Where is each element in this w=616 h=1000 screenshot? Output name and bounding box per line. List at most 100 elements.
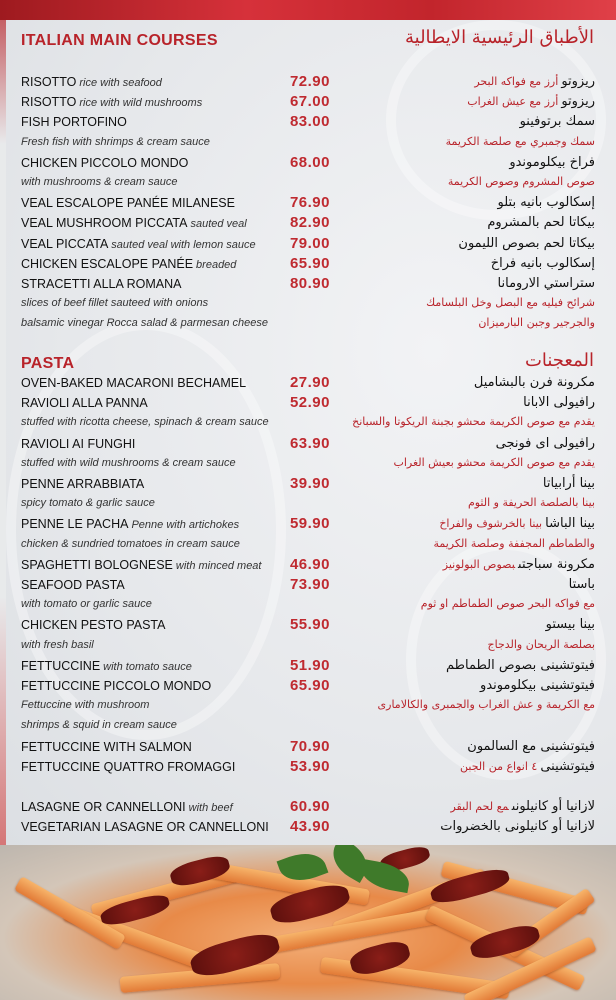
menu-item: RAVIOLI AI FUNGHI 63.90 رافيولى اى فونجى (0, 435, 616, 455)
item-name: CHICKEN PICCOLO MONDO (21, 155, 189, 170)
item-english: SEAFOOD PASTA (21, 578, 125, 592)
item-description-arabic: صوص المشروم وصوص الكريمة (447, 175, 595, 188)
item-name-arabic: بينا أرابياتا (542, 476, 595, 491)
item-arabic: سمك برتوفينو (520, 114, 595, 129)
item-description-arabic: ٤ انواع من الجبن (460, 759, 538, 773)
item-name: VEAL PICCATA (21, 236, 109, 251)
item-description: breaded (196, 258, 237, 271)
item-english: STRACETTI ALLA ROMANA (21, 277, 181, 291)
item-description-arabic: والجرجير وجبن البارميزان (478, 316, 595, 330)
item-description-arabic: مع فواكه البحر صوص الطماطم او ثوم (420, 597, 595, 611)
item-name-arabic: لازانيا أو كانيلونى بالخضروات (440, 819, 595, 835)
item-description-arabic: والطماطم المجففة وصلصة الكريمة (433, 536, 595, 550)
item-name: VEAL MUSHROOM PICCATA (21, 216, 188, 231)
item-arabic: بينا أرابياتا (543, 476, 595, 491)
item-name-arabic: بينا الباشا (545, 516, 595, 532)
menu-item: CHICKEN ESCALOPE PANÉE breaded 65.90 إسكالو… (0, 255, 616, 275)
item-name-arabic: لازانيا أو كانيلونى (511, 799, 595, 815)
item-description-arabic: يقدم مع صوص الكريمة محشو بجبنة الريكوتا … (352, 415, 595, 429)
menu-item: SEAFOOD PASTA 73.90 باستا (0, 576, 616, 596)
item-description: stuffed with wild mushrooms & cream sauc… (21, 456, 236, 469)
menu-item: PENNE LE PACHA Penne with artichokes 59.90… (0, 515, 616, 535)
section-heading: PASTA (21, 355, 75, 372)
item-english: FETTUCCINE with tomato sauce (21, 659, 192, 673)
item-description: with minced meat (175, 559, 262, 572)
menu-item-description: with fresh basil بصلصة الريحان والدجاج (0, 637, 616, 657)
item-name: SEAFOOD PASTA (21, 578, 125, 592)
item-arabic: بيكاتا لحم بصوص الليمون (458, 236, 595, 251)
item-description-arabic: أرز مع فواكه البحر (474, 75, 559, 88)
item-description: sauted veal (190, 218, 247, 231)
item-arabic: رافيولى اى فونجى (496, 436, 595, 451)
item-price: 59.90 (289, 515, 330, 533)
item-english: VEAL MUSHROOM PICCATA sauted veal (21, 216, 247, 230)
item-name: FETTUCCINE PICCOLO MONDO (21, 679, 212, 693)
item-price: 52.90 (289, 394, 330, 412)
item-price: 65.90 (289, 254, 330, 272)
item-english: RAVIOLI AI FUNGHI (21, 437, 135, 451)
item-arabic: لازانيا أو كانيلونىمع لحم البقر (450, 799, 595, 814)
decorative-swirl (406, 540, 606, 780)
menu-item-description: shrimps & squid in cream sauce (0, 717, 616, 737)
item-name: FISH PORTOFINO (21, 115, 127, 130)
item-description: with tomato sauce (103, 660, 192, 673)
item-description-arabic: بينا بالصلصة الحريفة و الثوم (467, 496, 595, 510)
item-description: shrimps & squid in cream sauce (21, 719, 177, 732)
item-price: 63.90 (289, 434, 330, 452)
item-description: Fresh fish with shrimps & cream sauce (21, 135, 210, 148)
item-description: chicken & sundried tomatoes in cream sau… (21, 537, 240, 550)
item-english: FISH PORTOFINO (21, 115, 127, 129)
item-description: rice with wild mushrooms (79, 97, 203, 110)
menu-item: VEGETARIAN LASAGNE OR CANNELLONI 43.90 لاز… (0, 818, 616, 838)
item-english: PENNE LE PACHA Penne with artichokes (21, 517, 239, 531)
top-red-band (0, 0, 616, 20)
item-english: VEGETARIAN LASAGNE OR CANNELLONI (21, 820, 269, 834)
pasta-dish-photo (0, 845, 616, 1000)
item-arabic: ريزوتوأرز مع فواكه البحر (474, 74, 595, 89)
item-english: CHICKEN PICCOLO MONDO (21, 156, 188, 170)
menu-item: RAVIOLI ALLA PANNA 52.90 رافيولى الابانا (0, 394, 616, 414)
item-english: FETTUCCINE WITH SALMON (21, 740, 192, 754)
item-name: VEGETARIAN LASAGNE OR CANNELLONI (21, 820, 269, 835)
item-price: 39.90 (289, 475, 330, 492)
menu-item: LASAGNE OR CANNELLONI with beef 60.90 لازان… (0, 798, 616, 818)
menu-item: FETTUCCINE PICCOLO MONDO 65.90 فيتوتشينى ب… (0, 677, 616, 697)
menu-item: RISOTTO rice with seafood 72.90 ريزوتوأرز م… (0, 73, 616, 93)
item-arabic: فيتوتشينى بيكلوموندو (480, 678, 595, 693)
item-name-arabic: فيتوتشينى (540, 758, 595, 774)
item-description: spicy tomato & garlic sauce (21, 497, 155, 510)
decorative-swirl (6, 320, 286, 740)
item-name-arabic: ريزوتو (561, 94, 595, 110)
item-english: PENNE ARRABBIATA (21, 477, 144, 491)
item-price: 73.90 (289, 576, 330, 593)
menu-item-description: Fresh fish with shrimps & cream sauce سمك… (0, 134, 616, 154)
menu-item: FETTUCCINE WITH SALMON 70.90 فيتوتشينى مع … (0, 738, 616, 758)
item-name-arabic: فيتوتشينى بصوص الطماطم (446, 657, 595, 673)
item-name: RAVIOLI ALLA PANNA (21, 396, 148, 411)
item-name-arabic: فراخ بيكلوموندو (509, 154, 595, 170)
item-description-arabic: شرائح فيليه مع البصل وخل البلسامك (426, 296, 595, 310)
menu-item: CHICKEN PICCOLO MONDO 68.00 فراخ بيكلوموند… (0, 154, 616, 174)
item-name: PENNE LE PACHA (21, 517, 129, 532)
item-description: with mushrooms & cream sauce (21, 176, 178, 188)
menu-item: RISOTTO rice with wild mushrooms 67.00 ريزو… (0, 93, 616, 113)
item-arabic: ستراستي الارومانا (498, 276, 595, 291)
item-name-arabic: رافيولى اى فونجى (495, 435, 595, 451)
item-description-arabic: بصلصة الريحان والدجاج (487, 637, 596, 651)
item-description: slices of beef fillet sauteed with onion… (21, 297, 209, 310)
item-description-arabic: بينا بالخرشوف والفراخ (439, 517, 543, 531)
item-price: 60.90 (289, 798, 330, 816)
item-name: VEAL ESCALOPE PANÉE MILANESE (21, 196, 235, 211)
item-price: 80.90 (289, 275, 330, 292)
item-arabic: رافيولى الابانا (523, 395, 595, 410)
item-name-arabic: بيكاتا لحم بصوص الليمون (458, 235, 595, 251)
item-price: 27.90 (289, 374, 330, 391)
item-name: LASAGNE OR CANNELLONI (21, 800, 186, 815)
item-name-arabic: رافيولى الابانا (523, 395, 595, 411)
item-arabic: مكرونة سباجتىبصوص البولونيز (443, 557, 595, 572)
item-price: 67.00 (289, 93, 330, 111)
item-name: OVEN-BAKED MACARONI BECHAMEL (21, 376, 247, 390)
section-heading-arabic: الأطباق الرئيسية الايطالية (404, 27, 594, 48)
menu-item-description: stuffed with wild mushrooms & cream sauc… (0, 455, 616, 475)
item-arabic: بينا الباشابينا بالخرشوف والفراخ (439, 516, 595, 531)
